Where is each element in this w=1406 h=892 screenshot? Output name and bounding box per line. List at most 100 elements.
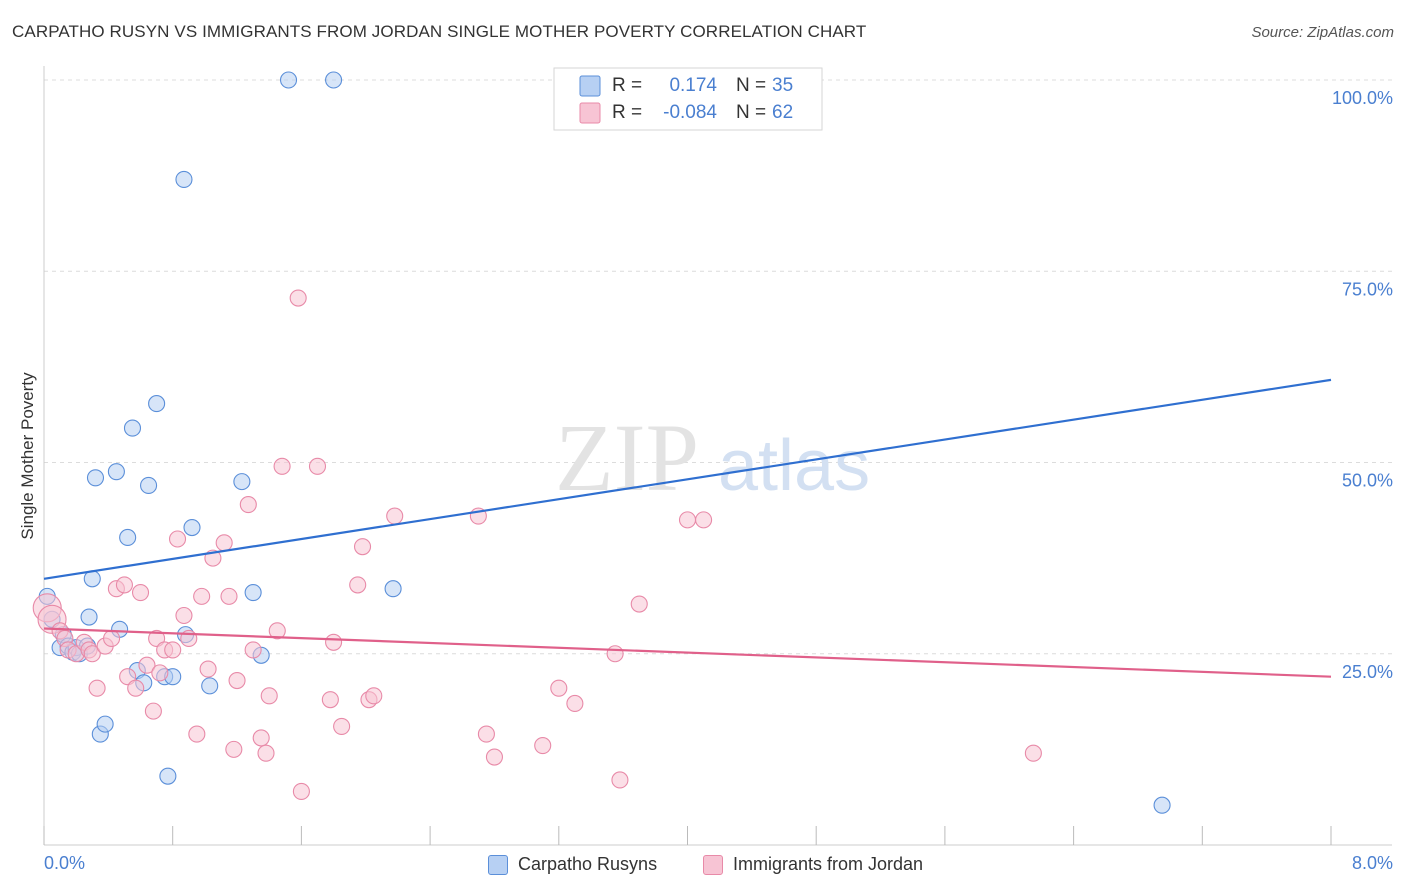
point-jordan [103, 629, 121, 648]
point-jordan [349, 576, 367, 594]
point-jordan [188, 725, 206, 743]
bottom-legend: Carpatho Rusyns Immigrants from Jordan [0, 850, 1406, 880]
x-tick-label-min: 0.0% [44, 853, 85, 873]
stats-n-value: 35 [772, 75, 793, 96]
point-jordan [199, 660, 217, 678]
point-carpatho [201, 677, 219, 695]
y-tick-label: 25.0% [1342, 662, 1393, 682]
point-jordan [215, 534, 233, 552]
point-jordan [138, 656, 156, 674]
point-jordan [252, 729, 270, 747]
stats-r-value: -0.084 [663, 102, 717, 123]
point-jordan [321, 691, 339, 709]
point-jordan [292, 782, 310, 801]
point-jordan [477, 725, 495, 743]
stats-n-label: N = [736, 102, 766, 123]
point-jordan [365, 687, 383, 705]
point-jordan [175, 606, 193, 625]
y-tick-label: 75.0% [1342, 279, 1393, 299]
point-carpatho [279, 71, 298, 89]
x-tick-label-max: 8.0% [1352, 853, 1393, 873]
point-carpatho [107, 463, 125, 481]
point-jordan [151, 664, 169, 682]
point-carpatho [325, 71, 343, 89]
point-jordan [225, 740, 243, 758]
point-jordan [83, 645, 101, 663]
y-tick-label: 50.0% [1342, 471, 1393, 491]
point-jordan [268, 622, 286, 640]
point-carpatho [183, 518, 201, 537]
point-carpatho [384, 580, 402, 598]
point-jordan [131, 583, 150, 602]
point-jordan [695, 511, 713, 529]
axis-layer: 25.0% 50.0% 75.0% 100.0% 0.0% 8.0% [43, 66, 1393, 873]
point-jordan [353, 538, 372, 556]
point-carpatho [175, 170, 193, 188]
point-carpatho [1153, 796, 1171, 814]
point-jordan [534, 736, 552, 755]
stats-r-value: 0.174 [669, 75, 717, 96]
point-jordan [333, 717, 351, 735]
legend-label-jordan: Immigrants from Jordan [733, 854, 924, 874]
point-jordan [260, 687, 278, 705]
trend-layer [43, 378, 1332, 678]
point-jordan [115, 576, 133, 594]
point-jordan [273, 457, 291, 475]
point-carpatho [140, 476, 158, 495]
legend-swatch-blue [488, 854, 508, 875]
point-carpatho [244, 583, 262, 602]
point-carpatho [123, 419, 142, 437]
stats-swatch [579, 102, 601, 124]
chart-title: CARPATHO RUSYN VS IMMIGRANTS FROM JORDAN… [12, 22, 867, 41]
stats-swatch [579, 75, 601, 97]
stats-n-value: 62 [772, 102, 793, 123]
point-jordan [168, 530, 187, 548]
point-jordan [325, 633, 343, 651]
point-jordan [485, 748, 504, 766]
y-axis-label: Single Mother Poverty [18, 372, 37, 540]
point-carpatho [159, 767, 177, 785]
point-jordan [193, 587, 211, 605]
point-jordan [257, 744, 275, 762]
point-jordan [630, 595, 648, 613]
grid-layer [44, 79, 1392, 655]
y-tick-label: 100.0% [1332, 88, 1393, 108]
source-label: Source: ZipAtlas.com [1251, 24, 1394, 41]
point-jordan [289, 289, 307, 307]
point-jordan [228, 671, 246, 690]
watermark: ZIP atlas [555, 404, 870, 511]
point-carpatho [119, 528, 137, 547]
point-jordan [678, 511, 697, 529]
point-jordan [88, 679, 106, 697]
point-jordan [244, 641, 262, 659]
point-jordan [144, 702, 162, 720]
trend-line-carpatho [43, 378, 1332, 580]
legend-item-carpatho[interactable]: Carpatho Rusyns [488, 854, 657, 875]
legend-swatch-pink [703, 854, 723, 875]
stats-legend: R = 0.174 N = 35 R = -0.084 N = 62 [553, 67, 823, 131]
stats-r-label: R = [612, 75, 642, 96]
point-carpatho [80, 608, 98, 626]
stats-n-label: N = [736, 75, 766, 96]
stats-r-label: R = [612, 102, 642, 123]
point-jordan [566, 694, 584, 713]
legend-label-carpatho: Carpatho Rusyns [518, 854, 658, 874]
point-jordan [164, 641, 182, 659]
point-jordan [127, 679, 145, 697]
point-carpatho [233, 473, 251, 491]
watermark-atlas: atlas [718, 426, 870, 506]
legend-item-jordan[interactable]: Immigrants from Jordan [703, 854, 923, 875]
point-jordan [220, 587, 238, 605]
point-jordan [606, 645, 624, 663]
watermark-zip: ZIP [555, 404, 699, 511]
point-jordan [611, 771, 629, 789]
point-jordan [1024, 744, 1042, 762]
point-carpatho [96, 715, 114, 733]
point-jordan [308, 457, 327, 475]
point-jordan [386, 507, 404, 525]
point-carpatho [148, 395, 166, 413]
trend-line-jordan [43, 627, 1332, 678]
point-jordan [550, 679, 568, 697]
point-carpatho [86, 469, 105, 487]
